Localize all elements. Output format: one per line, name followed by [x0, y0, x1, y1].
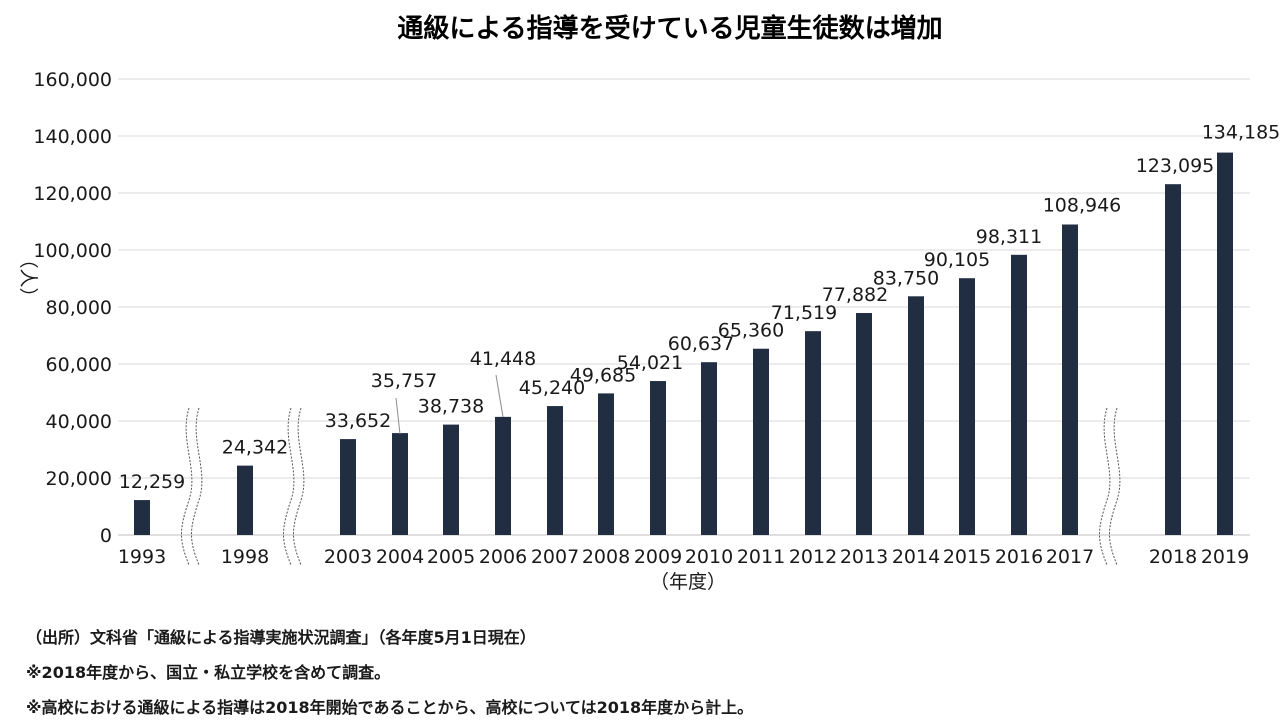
- bar: [908, 296, 924, 535]
- x-axis-ticks: 1993 1998 2003 2004 2005 2006 2007 2008 2009 2010…: [118, 546, 1249, 568]
- bar: [959, 278, 975, 535]
- leader-line: [395, 397, 401, 435]
- data-labels: 12,259 24,342 33,652 35,757 38,738 41,448 45,2…: [119, 122, 1280, 493]
- x-axis-label: （年度）: [650, 571, 726, 593]
- y-axis-ticks: 0 20,000 40,000 60,000 80,000 100,000 120,000 1…: [33, 69, 112, 547]
- x-tick-label: 2016: [995, 546, 1043, 568]
- bar: [340, 439, 356, 535]
- data-label: 33,652: [325, 410, 391, 432]
- data-label: 35,757: [371, 370, 437, 392]
- bar: [443, 424, 459, 535]
- data-label: 83,750: [873, 267, 939, 289]
- axis-break-line: [1109, 407, 1121, 566]
- x-tick-label: 2003: [324, 546, 372, 568]
- bar: [1062, 224, 1078, 535]
- x-tick-label: 2014: [892, 546, 940, 568]
- y-tick-label: 140,000: [33, 126, 112, 148]
- bar: [547, 406, 563, 535]
- axis-break-line: [283, 407, 295, 566]
- x-tick-label: 2004: [376, 546, 424, 568]
- bar: [1165, 184, 1181, 535]
- data-label: 24,342: [222, 437, 288, 459]
- y-tick-label: 160,000: [33, 69, 112, 91]
- x-tick-label: 2015: [943, 546, 991, 568]
- bar: [856, 313, 872, 535]
- data-label: 54,021: [617, 352, 683, 374]
- x-tick-label: 1993: [118, 546, 166, 568]
- chart-title: 通級による指導を受けている児童生徒数は増加: [397, 13, 942, 44]
- x-tick-label: 2012: [789, 546, 837, 568]
- data-label: 134,185: [1202, 122, 1280, 144]
- axis-break-line: [181, 407, 193, 566]
- source-note: （出所）文科省「通級による指導実施状況調査」（各年度5月1日現在）: [26, 628, 536, 647]
- bar: [495, 416, 511, 535]
- y-tick-label: 20,000: [46, 468, 112, 490]
- y-tick-label: 80,000: [46, 297, 112, 319]
- data-label: 12,259: [119, 471, 185, 493]
- x-tick-label: 2008: [582, 546, 630, 568]
- x-tick-label: 2013: [840, 546, 888, 568]
- leader-line: [495, 374, 504, 418]
- data-label: 60,637: [668, 333, 734, 355]
- y-tick-label: 0: [100, 525, 112, 547]
- x-tick-label: 2007: [531, 546, 579, 568]
- data-label: 98,311: [976, 226, 1042, 248]
- y-tick-label: 100,000: [33, 240, 112, 262]
- footnote-1: ※2018年度から、国立・私立学校を含めて調査。: [26, 663, 391, 682]
- data-label: 49,685: [570, 364, 636, 386]
- bars: [134, 152, 1233, 535]
- data-label: 65,360: [718, 320, 784, 342]
- bar: [650, 381, 666, 535]
- data-label: 77,882: [822, 284, 888, 306]
- axis-break-line: [191, 407, 203, 566]
- x-tick-label: 1998: [221, 546, 269, 568]
- bar: [134, 500, 150, 535]
- data-label: 90,105: [924, 249, 990, 271]
- bar: [598, 393, 614, 535]
- bar: [237, 465, 253, 535]
- y-tick-label: 60,000: [46, 354, 112, 376]
- bar: [1217, 152, 1233, 535]
- bar: [1011, 254, 1027, 535]
- y-axis-label: （人）: [17, 249, 39, 306]
- axis-break-line: [293, 407, 305, 566]
- y-tick-label: 120,000: [33, 183, 112, 205]
- bar-chart: 通級による指導を受けている児童生徒数は増加 0 20,000 40,000 60,00…: [17, 13, 1280, 593]
- x-tick-label: 2010: [685, 546, 733, 568]
- x-tick-label: 2005: [427, 546, 475, 568]
- x-tick-label: 2009: [634, 546, 682, 568]
- x-tick-label: 2011: [737, 546, 785, 568]
- x-tick-label: 2017: [1046, 546, 1094, 568]
- data-label: 38,738: [418, 396, 484, 418]
- axis-breaks: [181, 407, 1121, 566]
- bar: [753, 348, 769, 535]
- axis-break-line: [1099, 407, 1111, 566]
- data-label: 45,240: [519, 377, 585, 399]
- bar: [392, 433, 408, 535]
- x-tick-label: 2018: [1149, 546, 1197, 568]
- x-tick-label: 2019: [1201, 546, 1249, 568]
- data-label: 41,448: [470, 348, 536, 370]
- gridlines: [118, 78, 1250, 536]
- x-tick-label: 2006: [479, 546, 527, 568]
- bar: [805, 331, 821, 535]
- data-label: 108,946: [1043, 195, 1122, 217]
- y-tick-label: 40,000: [46, 411, 112, 433]
- data-label: 123,095: [1136, 155, 1215, 177]
- bar: [701, 362, 717, 535]
- footnote-2: ※高校における通級による指導は2018年開始であることから、高校については201…: [26, 698, 754, 717]
- data-label: 71,519: [771, 302, 837, 324]
